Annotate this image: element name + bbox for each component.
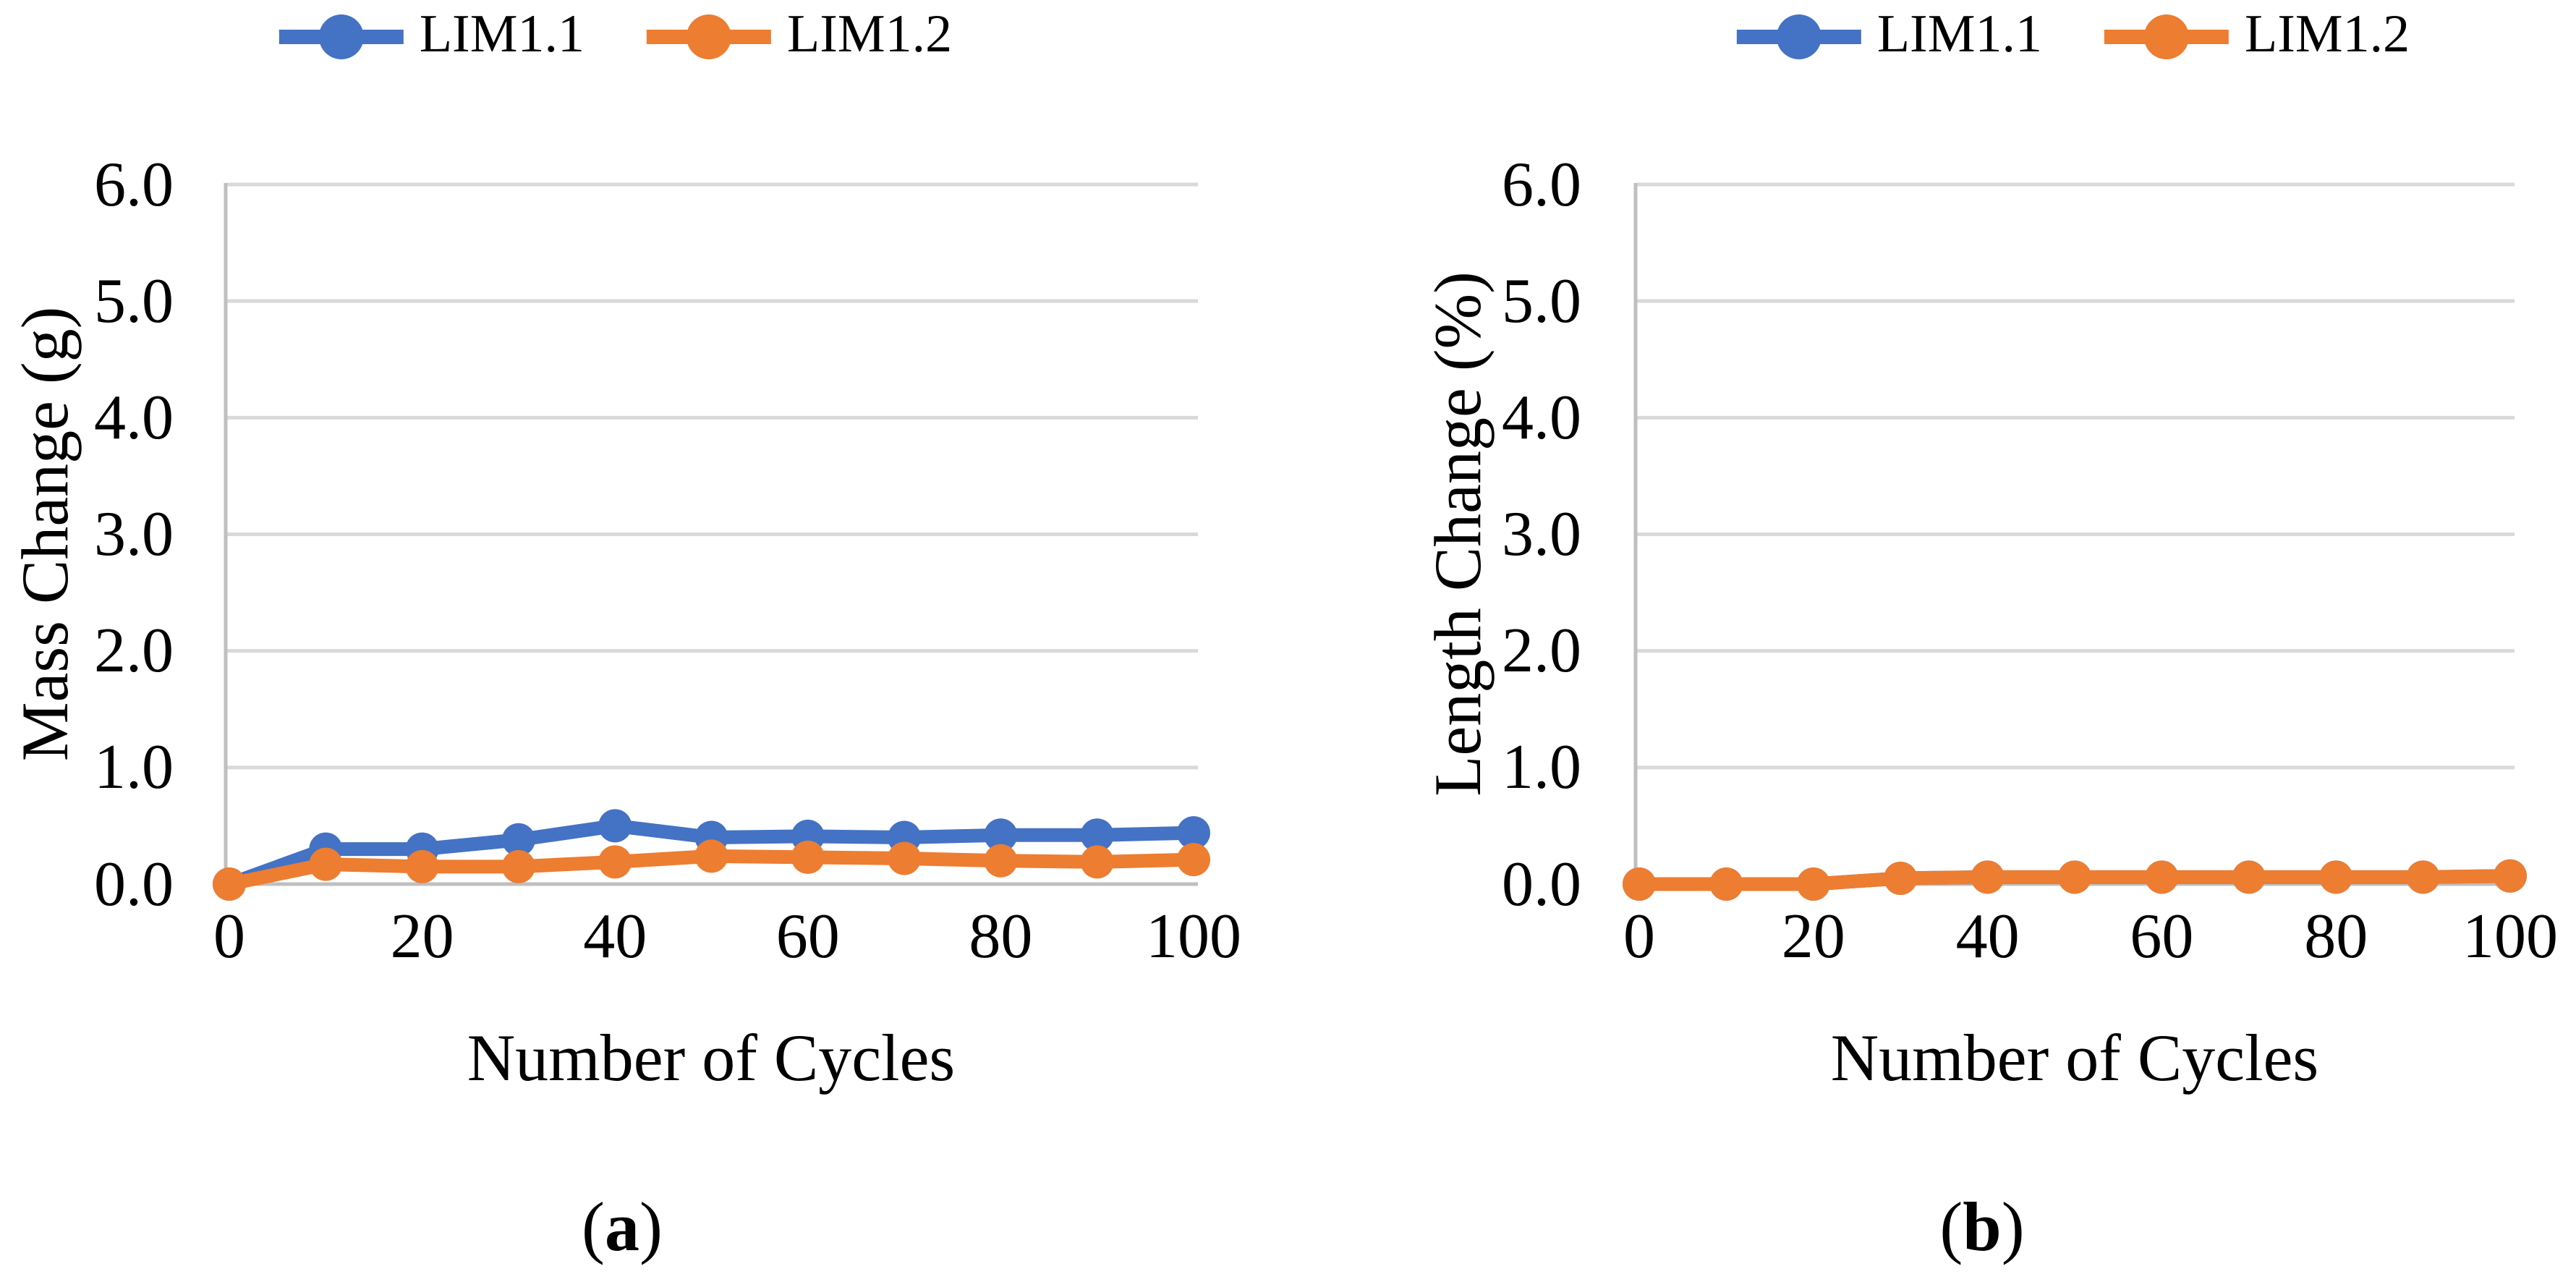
- y-tick-label: 4.0: [94, 382, 174, 453]
- y-tick-label: 3.0: [94, 499, 174, 569]
- data-point-marker: [598, 845, 632, 879]
- y-tick-label: 2.0: [94, 616, 174, 687]
- data-point-marker: [1971, 860, 2005, 894]
- data-point-marker: [2058, 860, 2091, 894]
- y-tick-label: 6.0: [94, 149, 174, 220]
- y-tick-label: 1.0: [1502, 732, 1581, 803]
- data-point-marker: [501, 823, 535, 857]
- data-point-marker: [1796, 867, 1830, 901]
- y-tick-label: 4.0: [1502, 382, 1581, 453]
- x-tick-label: 100: [1146, 901, 1241, 972]
- plot-area-length-change: [1623, 182, 2527, 901]
- data-point-marker: [1177, 816, 1210, 850]
- legend-line-marker-icon: [2104, 14, 2229, 59]
- legend-label: LIM1.1: [1876, 4, 2042, 64]
- data-point-marker: [791, 840, 825, 874]
- data-point-marker: [1177, 843, 1210, 877]
- data-point-marker: [984, 818, 1018, 852]
- legend-label: LIM1.1: [419, 4, 585, 64]
- legend-line-marker-icon: [279, 14, 404, 59]
- data-point-marker: [598, 809, 632, 843]
- data-point-marker: [694, 839, 728, 873]
- data-point-marker: [1884, 861, 1918, 895]
- x-tick-label: 20: [1781, 901, 1845, 972]
- data-point-marker: [2494, 859, 2527, 893]
- data-point-marker: [501, 849, 535, 883]
- legend-label: LIM1.2: [2245, 4, 2410, 64]
- y-tick-label: 5.0: [1502, 266, 1581, 336]
- data-point-marker: [405, 849, 439, 883]
- data-point-marker: [1080, 845, 1114, 879]
- x-tick-label: 80: [969, 901, 1033, 972]
- panel-caption-b: (b): [1765, 1179, 2199, 1273]
- caption-paren: ): [2001, 1187, 2025, 1265]
- y-tick-label: 2.0: [1502, 616, 1581, 687]
- legend: LIM1.1 LIM1.2: [278, 7, 952, 67]
- legend-line-marker-icon: [1736, 14, 1861, 59]
- y-tick-label: 1.0: [94, 732, 174, 803]
- data-point-marker: [1709, 867, 1743, 901]
- y-tick-label: 0.0: [94, 849, 174, 920]
- legend-line-marker-icon: [647, 14, 771, 59]
- legend-item-lim1-2: LIM1.2: [2103, 7, 2410, 67]
- chart-panel-b: LIM1.1 LIM1.2 Length Change (%) Number o…: [1288, 0, 2576, 1282]
- caption-paren: (: [1939, 1187, 1963, 1265]
- data-point-marker: [1080, 818, 1114, 852]
- y-tick-label: 6.0: [1502, 149, 1581, 220]
- data-point-marker: [1623, 867, 1656, 901]
- data-point-marker: [2319, 860, 2353, 894]
- legend: LIM1.1 LIM1.2: [1735, 7, 2410, 67]
- caption-letter: b: [1963, 1187, 2002, 1265]
- y-tick-label: 0.0: [1502, 849, 1581, 920]
- x-axis-title: Number of Cycles: [1830, 1021, 2319, 1095]
- x-tick-label: 80: [2304, 901, 2368, 972]
- panel-caption-a: (a): [405, 1179, 839, 1273]
- x-tick-label: 20: [390, 901, 454, 972]
- data-point-marker: [2406, 860, 2440, 894]
- plot-area-mass-change: [213, 182, 1210, 901]
- data-point-marker: [2232, 860, 2266, 894]
- x-tick-label: 40: [583, 901, 647, 972]
- chart-panel-a: LIM1.1 LIM1.2 Mass Change (g) Number of …: [8, 7, 1241, 1273]
- caption-paren: ): [639, 1187, 663, 1265]
- data-point-marker: [213, 867, 246, 901]
- x-tick-label: 0: [1623, 901, 1655, 972]
- caption-paren: (: [582, 1187, 605, 1265]
- y-tick-label: 5.0: [94, 266, 174, 336]
- x-tick-label: 0: [213, 901, 245, 972]
- data-point-marker: [2145, 860, 2179, 894]
- legend-item-lim1-1: LIM1.1: [278, 7, 585, 67]
- data-point-marker: [309, 847, 343, 881]
- caption-letter: a: [605, 1187, 639, 1265]
- data-point-marker: [888, 841, 922, 875]
- legend-item-lim1-1: LIM1.1: [1735, 7, 2042, 67]
- x-tick-label: 60: [2130, 901, 2194, 972]
- legend-item-lim1-2: LIM1.2: [645, 7, 952, 67]
- x-tick-label: 60: [775, 901, 840, 972]
- x-axis-title: Number of Cycles: [467, 1021, 956, 1095]
- y-tick-label: 3.0: [1502, 499, 1581, 569]
- legend-label: LIM1.2: [787, 4, 953, 64]
- x-tick-label: 40: [1955, 901, 2020, 972]
- data-point-marker: [984, 844, 1018, 878]
- x-tick-label: 100: [2462, 901, 2558, 972]
